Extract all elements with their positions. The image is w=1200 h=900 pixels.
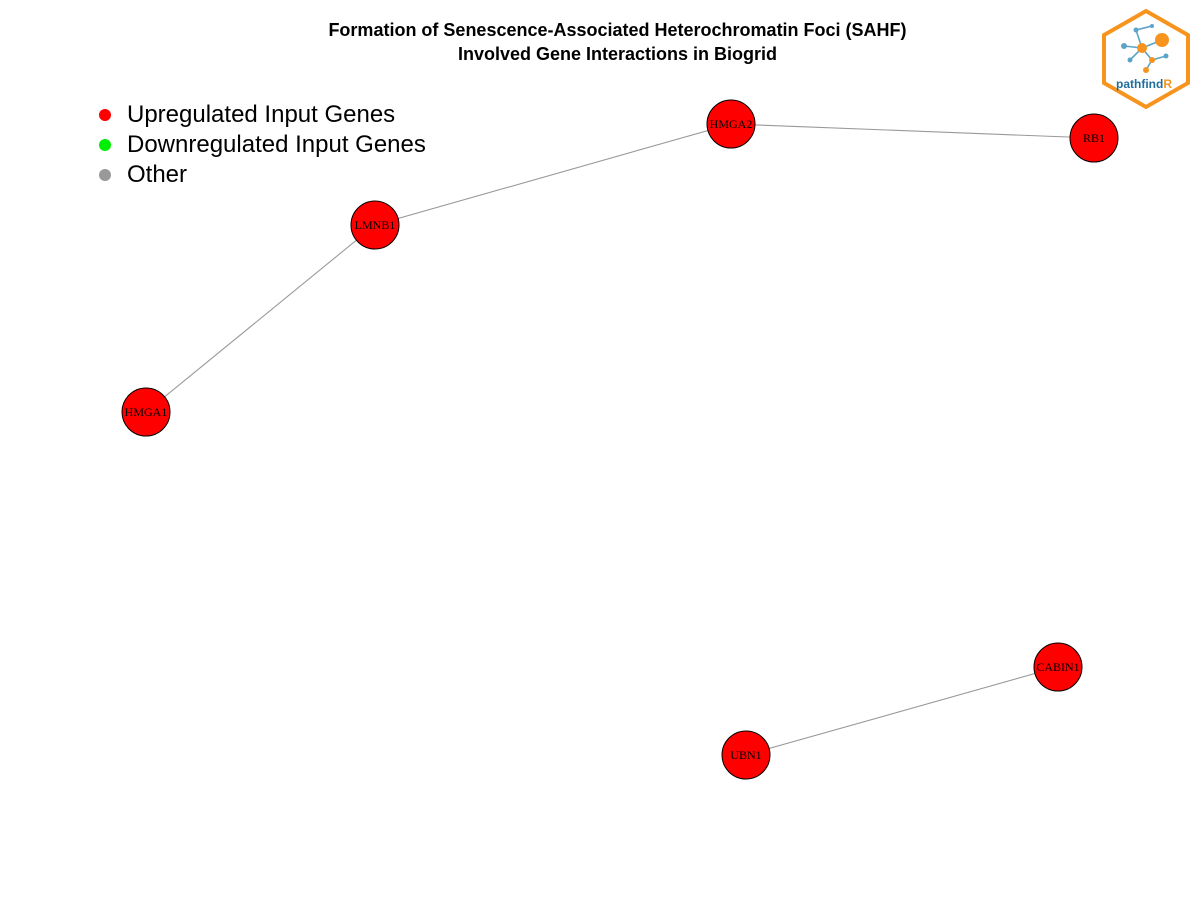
- edge-hmga1-lmnb1: [145, 224, 376, 413]
- node-circle-hmga1: [121, 387, 171, 437]
- node-lmnb1: LMNB1: [350, 200, 400, 250]
- pathfindr-logo: pathfindR: [1102, 8, 1190, 110]
- node-circle-cabin1: [1033, 642, 1083, 692]
- legend-dot-other: [99, 169, 111, 181]
- node-hmga1: HMGA1: [121, 387, 171, 437]
- node-circle-ubn1: [721, 730, 771, 780]
- logo-hexagon: [1102, 8, 1190, 110]
- chart-title-line-1: Formation of Senescence-Associated Heter…: [328, 20, 907, 40]
- network-edges: [145, 123, 1095, 756]
- node-label-lmnb1: LMNB1: [355, 218, 396, 232]
- node-circle-rb1: [1069, 113, 1119, 163]
- legend-label-upregulated: Upregulated Input Genes: [127, 101, 396, 128]
- node-label-hmga1: HMGA1: [125, 405, 168, 419]
- node-circle-lmnb1: [350, 200, 400, 250]
- node-cabin1: CABIN1: [1033, 642, 1083, 692]
- node-label-hmga2: HMGA2: [710, 117, 753, 131]
- legend-label-downregulated: Downregulated Input Genes: [127, 131, 426, 158]
- node-rb1: RB1: [1069, 113, 1119, 163]
- node-ubn1: UBN1: [721, 730, 771, 780]
- logo-text-main: pathfind: [1116, 77, 1163, 91]
- edge-hmga2-rb1: [730, 123, 1095, 139]
- logo-text-accent: R: [1163, 77, 1172, 91]
- legend-label-other: Other: [127, 161, 188, 188]
- logo-text: pathfindR: [1116, 77, 1172, 91]
- chart-title-line-2: Involved Gene Interactions in Biogrid: [457, 44, 778, 64]
- node-label-cabin1: CABIN1: [1036, 660, 1079, 674]
- edge-ubn1-cabin1: [745, 666, 1059, 756]
- node-label-ubn1: UBN1: [730, 748, 761, 762]
- node-circle-hmga2: [706, 99, 756, 149]
- legend-dot-upregulated: [99, 109, 111, 121]
- edge-lmnb1-hmga2: [374, 123, 732, 226]
- node-label-rb1: RB1: [1083, 131, 1105, 145]
- legend-dot-downregulated: [99, 139, 111, 151]
- logo-network-icon: [1121, 24, 1169, 73]
- node-hmga2: HMGA2: [706, 99, 756, 149]
- network-nodes: HMGA2 RB1 LMNB1 HMGA1 CABIN1 UBN1: [121, 99, 1119, 780]
